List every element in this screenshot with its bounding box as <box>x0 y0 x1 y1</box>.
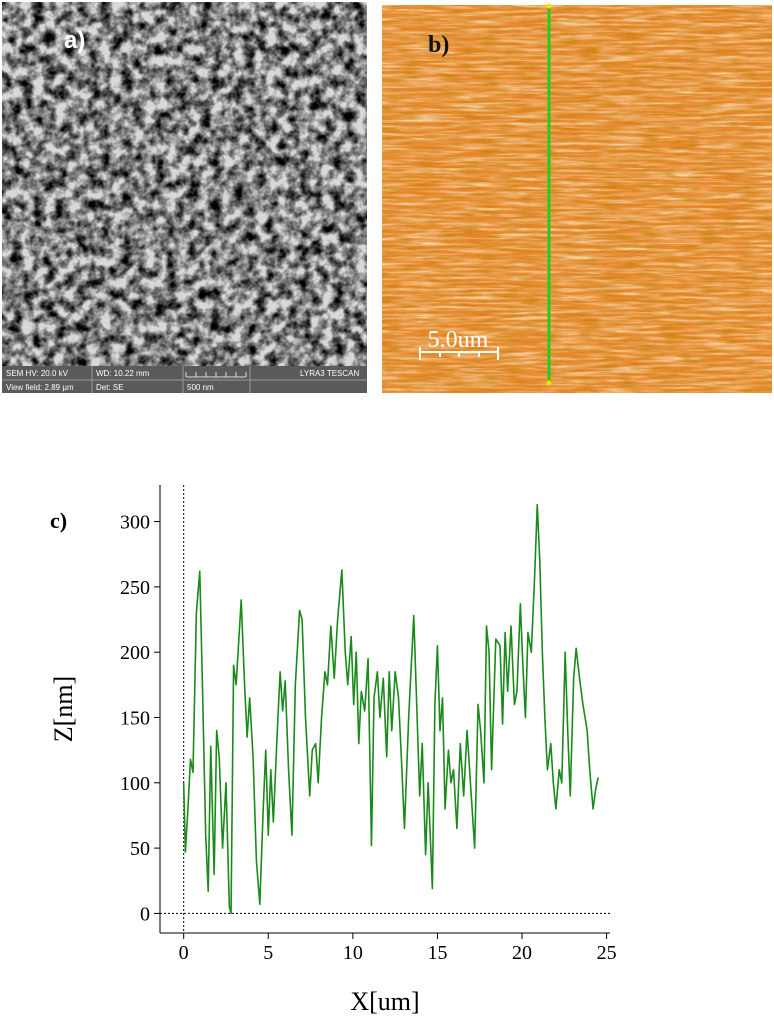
info-text: WD: 10.22 mm <box>96 369 150 378</box>
info-text: 500 nm <box>187 383 214 392</box>
x-axis-label: X[um] <box>350 987 419 1016</box>
y-tick-label: 50 <box>130 838 150 860</box>
info-text: LYRA3 TESCAN <box>300 369 360 378</box>
y-axis-label: Z[nm] <box>49 676 78 742</box>
chart: c) Z[nm] X[um] 0 50 100 150 200 250 300 0 5 10 15 2… <box>49 485 617 1016</box>
y-tick-label: 200 <box>120 642 150 664</box>
info-text: Det: SE <box>96 383 124 392</box>
y-tick-label: 150 <box>120 707 150 729</box>
x-tick-label: 15 <box>427 942 447 964</box>
panel-label: b) <box>428 32 449 58</box>
x-tick-label: 5 <box>263 942 273 964</box>
x-tick-label: 10 <box>343 942 363 964</box>
panel-label: a) <box>64 27 85 54</box>
y-tick-label: 250 <box>120 577 150 599</box>
afm-image: 5.0um b) <box>382 3 772 393</box>
y-tick-label: 100 <box>120 773 150 795</box>
x-tick-label: 0 <box>179 942 189 964</box>
line-series <box>182 503 599 915</box>
x-tick-label: 20 <box>512 942 532 964</box>
chart-title: c) <box>50 508 67 533</box>
info-text: View field: 2.89 µm <box>6 383 74 392</box>
x-tick-label: 25 <box>597 942 617 964</box>
info-text: SEM HV: 20.0 kV <box>6 369 69 378</box>
y-tick-label: 0 <box>140 903 150 925</box>
scale-label: 5.0um <box>428 327 489 353</box>
y-tick-label: 300 <box>120 512 150 534</box>
sem-image: a) SEM HV: 20.0 kV WD: 10.22 mm LYRA3 TE… <box>2 2 367 393</box>
